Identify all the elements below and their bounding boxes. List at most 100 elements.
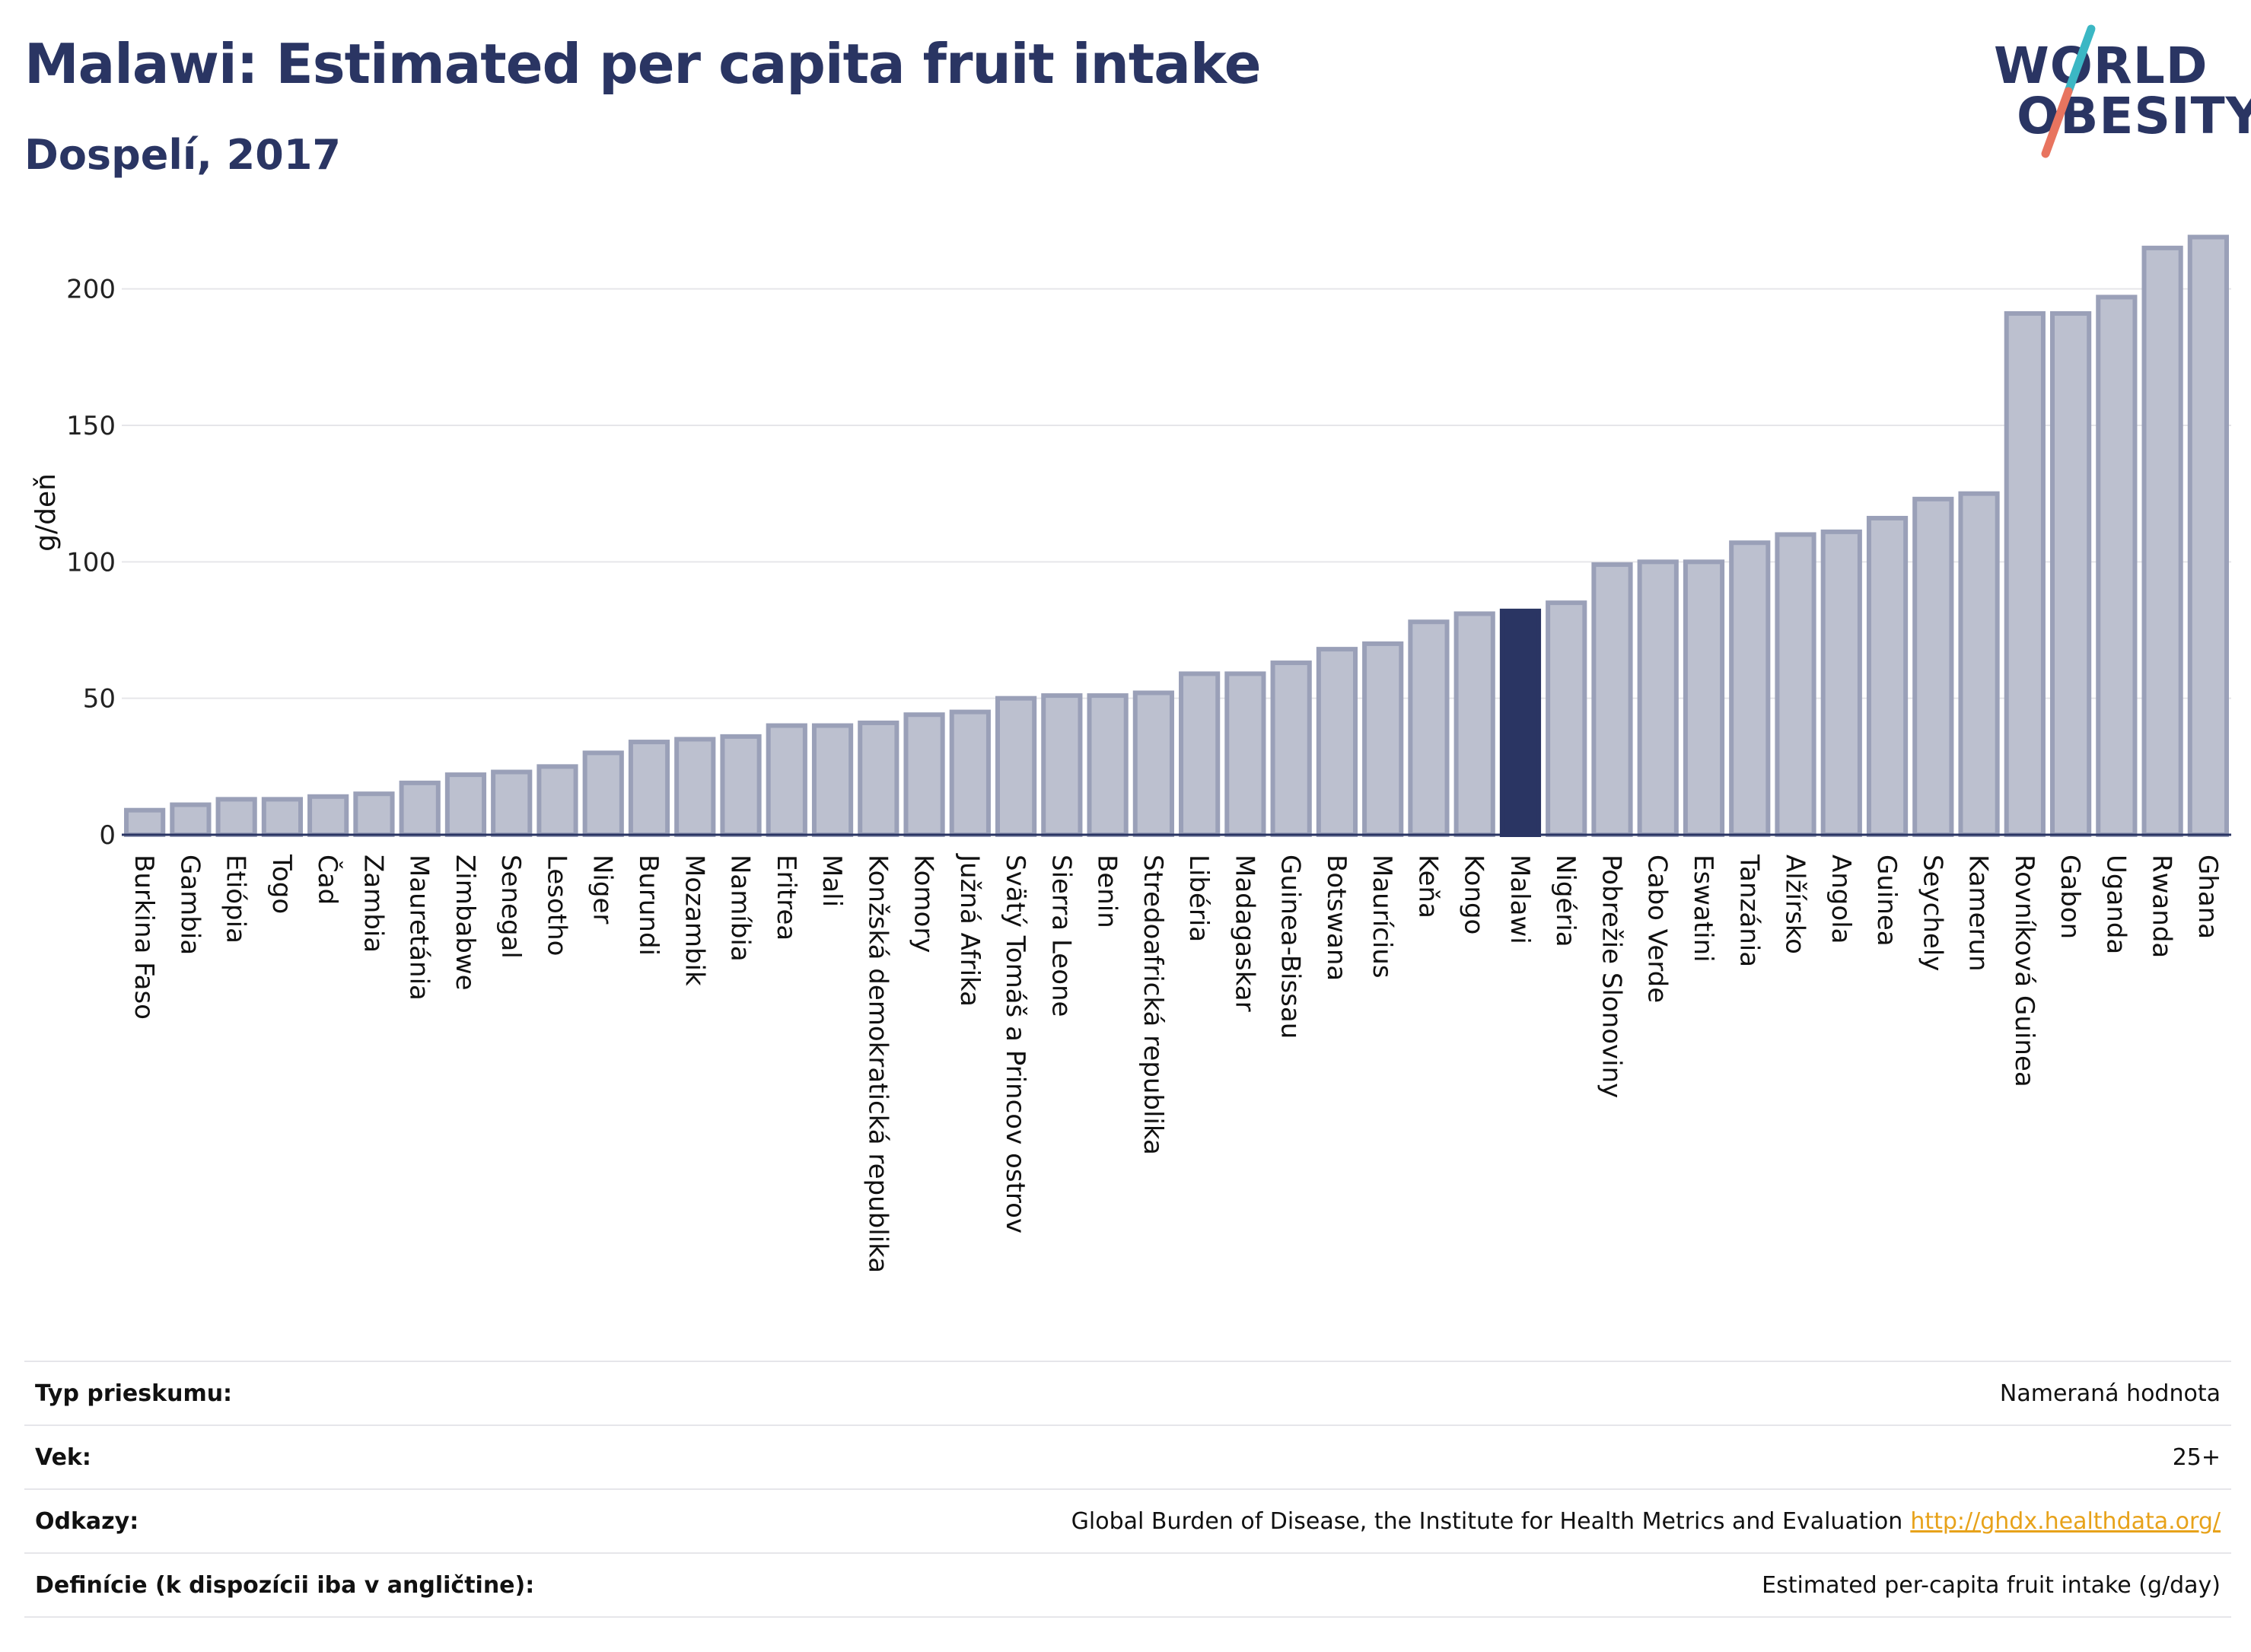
x-tick-label: Kongo [1459, 855, 1489, 934]
x-tick-label: Mali [817, 855, 847, 907]
bar-45[interactable] [2187, 234, 2229, 837]
info-label: Odkazy: [35, 1507, 139, 1535]
x-tick-label: Zambia [358, 855, 388, 953]
x-tick-label: Rwanda [2147, 855, 2177, 958]
x-tick-label: Cabo Verde [1642, 855, 1673, 1003]
bar-40[interactable] [1958, 491, 2000, 838]
x-tick-label: Pobrežie Slonoviny [1596, 855, 1626, 1098]
bar-9[interactable] [536, 764, 578, 837]
x-tick-label: Južná Afrika [954, 853, 985, 1007]
page-title: Malawi: Estimated per capita fruit intak… [24, 32, 1262, 96]
bar-2[interactable] [215, 797, 257, 837]
bar-13[interactable] [720, 734, 762, 837]
bar-30[interactable] [1499, 608, 1542, 837]
bar-43[interactable] [2096, 294, 2138, 837]
x-tick-label: Lesotho [541, 855, 572, 956]
bar-36[interactable] [1775, 532, 1816, 837]
info-value: Global Burden of Disease, the Institute … [1071, 1508, 2221, 1535]
x-tick-label: Gabon [2055, 855, 2085, 939]
bar-8[interactable] [491, 769, 533, 837]
bar-31[interactable] [1546, 600, 1587, 838]
bar-4[interactable] [307, 794, 349, 837]
x-tick-label: Burkina Faso [129, 855, 159, 1020]
y-tick-label: 150 [66, 411, 116, 441]
bar-42[interactable] [2049, 310, 2092, 837]
source-link[interactable]: http://ghdx.healthdata.org/ [1910, 1507, 2221, 1535]
x-tick-label: Burundi [633, 855, 664, 956]
x-tick-label: Zimbabwe [450, 855, 480, 991]
bar-15[interactable] [811, 723, 854, 837]
logo-slash-icon [2041, 24, 2096, 158]
y-tick-label: 0 [99, 820, 116, 851]
info-value: Estimated per-capita fruit intake (g/day… [1762, 1572, 2221, 1599]
info-value: 25+ [2173, 1444, 2221, 1471]
bar-7[interactable] [444, 772, 487, 837]
bar-17[interactable] [903, 712, 945, 837]
info-table: Typ prieskumu: Nameraná hodnota Vek: 25+… [24, 1361, 2231, 1618]
info-row-references: Odkazy: Global Burden of Disease, the In… [24, 1488, 2231, 1552]
bar-37[interactable] [1820, 529, 1862, 837]
info-row-survey: Typ prieskumu: Nameraná hodnota [24, 1361, 2231, 1424]
x-tick-label: Guinea-Bissau [1275, 855, 1306, 1039]
x-tick-label: Benin [1092, 855, 1122, 928]
x-tick-label: Mauretánia [404, 855, 435, 1001]
bar-38[interactable] [1866, 515, 1909, 837]
x-tick-label: Namíbia [725, 855, 756, 962]
bar-11[interactable] [628, 740, 670, 838]
bar-0[interactable] [124, 807, 166, 837]
x-tick-label: Gambia [174, 855, 205, 955]
bar-20[interactable] [1041, 693, 1083, 838]
bar-26[interactable] [1316, 647, 1358, 838]
bar-44[interactable] [2141, 245, 2183, 838]
x-tick-label: Ghana [2192, 855, 2223, 939]
bar-23[interactable] [1179, 671, 1221, 837]
x-tick-label: Čad [312, 855, 343, 905]
bar-12[interactable] [674, 737, 716, 838]
x-tick-label: Seychely [1917, 855, 1947, 971]
bar-6[interactable] [399, 780, 441, 838]
bar-14[interactable] [766, 723, 807, 837]
bar-28[interactable] [1408, 619, 1450, 837]
bar-35[interactable] [1729, 540, 1771, 838]
bar-22[interactable] [1132, 690, 1174, 838]
bar-33[interactable] [1637, 559, 1679, 837]
info-label: Typ prieskumu: [35, 1380, 233, 1407]
bar-27[interactable] [1362, 641, 1404, 838]
logo-line1: WORLD [1994, 37, 2208, 95]
world-obesity-logo[interactable]: WORLD OBESITY [1986, 23, 2251, 160]
x-tick-label: Alžírsko [1780, 855, 1810, 954]
x-tick-label: Tanzánia [1734, 854, 1764, 967]
info-value-text: 25+ [2172, 1444, 2221, 1471]
x-tick-label: Madagaskar [1229, 855, 1259, 1012]
bar-25[interactable] [1270, 660, 1312, 837]
bar-18[interactable] [949, 709, 991, 837]
x-tick-label: Komory [909, 855, 939, 953]
y-tick-label: 200 [66, 275, 116, 305]
bar-21[interactable] [1087, 693, 1129, 838]
info-value: Nameraná hodnota [2000, 1380, 2221, 1407]
y-tick-label: 50 [83, 684, 116, 715]
bar-32[interactable] [1591, 562, 1633, 837]
x-tick-label: Svätý Tomáš a Princov ostrov [1000, 855, 1030, 1233]
x-tick-label: Botswana [1321, 855, 1352, 981]
bar-39[interactable] [1912, 496, 1954, 838]
bar-24[interactable] [1224, 671, 1266, 837]
bar-19[interactable] [995, 695, 1037, 838]
info-label: Vek: [35, 1444, 91, 1471]
bar-5[interactable] [353, 791, 395, 837]
bar-16[interactable] [858, 720, 899, 837]
y-axis-label: g/deň [30, 473, 62, 552]
y-tick-label: 100 [66, 547, 116, 578]
x-tick-label: Kamerun [1963, 855, 1994, 972]
bar-41[interactable] [2004, 310, 2046, 837]
page-subtitle: Dospelí, 2017 [24, 131, 341, 179]
x-tick-label: Angola [1826, 855, 1856, 944]
bar-3[interactable] [261, 797, 304, 837]
bar-chart: 0 50 100 150 200 g/deň Burkina Faso Gambia Etióp… [30, 234, 2231, 1273]
bar-34[interactable] [1683, 559, 1725, 837]
x-tick-label: Maurícius [1367, 855, 1397, 979]
x-tick-label: Stredoafrická republika [1138, 855, 1168, 1155]
bar-1[interactable] [170, 802, 212, 837]
bar-29[interactable] [1453, 611, 1495, 837]
bar-10[interactable] [582, 750, 624, 838]
